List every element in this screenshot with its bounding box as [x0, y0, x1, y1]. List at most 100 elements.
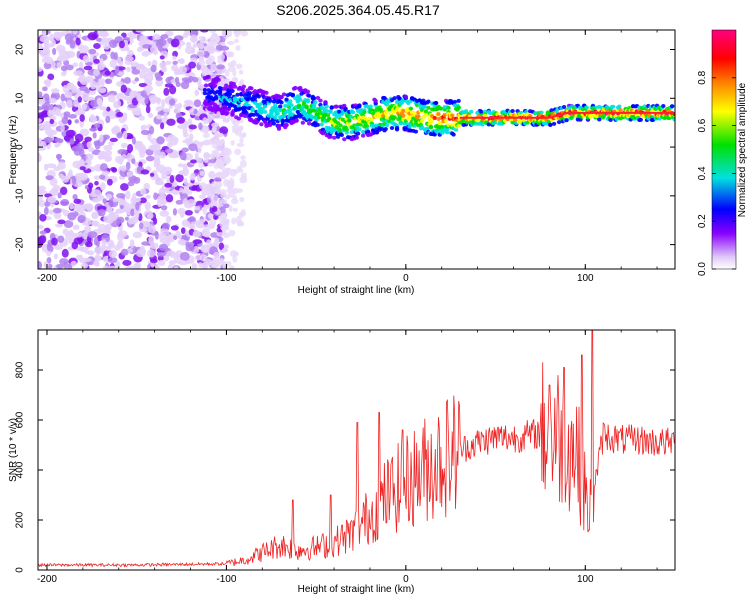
heat-ridge-cell	[305, 89, 311, 94]
heat-noise-blob	[121, 154, 127, 160]
heat-ridge-cell	[384, 115, 390, 120]
y-tick-label: 20	[15, 44, 26, 56]
heat-noise-blob	[208, 170, 216, 179]
heat-noise-blob	[73, 98, 79, 108]
heat-noise-blob	[142, 39, 152, 45]
heat-noise-blob	[144, 96, 149, 105]
heat-noise-blob	[83, 65, 93, 71]
heat-noise-blob	[45, 175, 54, 181]
heat-noise-blob	[179, 151, 187, 161]
heat-noise-blob	[137, 165, 142, 172]
heat-noise-blob	[107, 94, 116, 103]
heat-noise-blob	[77, 96, 83, 103]
heat-noise-blob	[133, 177, 141, 184]
heat-noise-blob	[74, 119, 80, 124]
heat-noise-blob	[160, 122, 165, 130]
heat-noise-blob	[109, 59, 117, 68]
heat-noise-blob	[38, 261, 43, 269]
heat-ridge-cell	[306, 93, 312, 98]
heat-noise-blob	[231, 128, 239, 133]
colorbar-gradient	[711, 29, 737, 270]
heat-noise-blob	[66, 99, 73, 109]
heat-ridge-cell	[225, 110, 230, 115]
heat-noise-blob	[107, 257, 118, 264]
heat-ridge-cell	[453, 127, 459, 132]
heat-ridge-cell	[424, 126, 430, 131]
heat-noise-blob	[75, 37, 81, 46]
heat-ridge-cell	[279, 95, 284, 100]
heat-noise-blob	[149, 44, 158, 54]
heat-noise-blob	[232, 207, 238, 212]
heat-noise-blob	[166, 118, 176, 126]
heat-noise-blob	[104, 223, 113, 231]
heat-ridge-cell	[227, 98, 233, 103]
heat-noise-blob	[161, 230, 170, 236]
heat-ridge-cell	[401, 108, 406, 113]
heat-noise-blob	[140, 169, 150, 175]
heat-noise-blob	[224, 69, 230, 77]
heat-ridge-cell	[240, 87, 245, 92]
heat-ridge-cell	[241, 84, 247, 89]
heat-noise-blob	[235, 216, 242, 225]
heat-noise-blob	[160, 34, 169, 40]
heat-noise-blob	[59, 258, 69, 265]
heat-ridge-cell	[476, 118, 481, 123]
heat-noise-blob	[72, 62, 79, 68]
heat-ridge-cell	[406, 116, 411, 121]
heat-noise-blob	[160, 99, 166, 108]
heat-noise-blob	[239, 196, 245, 203]
heat-noise-blob	[136, 63, 145, 69]
heat-ridge-cell	[256, 94, 262, 99]
heat-noise-blob	[73, 198, 82, 204]
heat-ridge-cell	[546, 111, 552, 116]
heat-noise-blob	[72, 193, 78, 200]
heat-noise-blob	[80, 262, 89, 269]
heat-noise-blob	[110, 51, 115, 60]
heat-ridge-cell	[235, 92, 240, 97]
heat-noise-blob	[178, 66, 183, 75]
heat-ridge-cell	[332, 135, 337, 140]
heat-ridge-cell	[451, 132, 456, 137]
snr-frame	[37, 329, 676, 571]
heat-noise-blob	[70, 260, 77, 267]
heat-noise-blob	[47, 195, 57, 204]
heat-noise-blob	[211, 205, 218, 213]
heat-noise-blob	[69, 40, 76, 49]
heat-noise-blob	[139, 70, 147, 79]
heat-noise-blob	[141, 50, 150, 57]
heat-noise-blob	[226, 167, 232, 174]
heat-noise-blob	[203, 230, 211, 238]
heat-noise-blob	[236, 142, 245, 148]
heat-noise-blob	[223, 203, 230, 209]
heat-noise-blob	[129, 239, 135, 249]
heat-noise-blob	[57, 235, 65, 243]
heat-noise-blob	[149, 125, 155, 135]
heat-noise-blob	[67, 119, 72, 126]
heat-noise-blob	[198, 163, 205, 168]
heat-noise-blob	[228, 229, 236, 237]
heat-noise-blob	[62, 85, 68, 93]
heat-noise-blob	[213, 177, 222, 183]
heat-ridge-cell	[212, 83, 218, 88]
heat-noise-blob	[216, 64, 225, 70]
heat-noise-blob	[64, 33, 74, 42]
heat-noise-blob	[202, 117, 208, 125]
heat-ridge-cell	[224, 83, 229, 88]
heat-noise-blob	[59, 31, 66, 37]
heat-noise-blob	[167, 264, 173, 269]
heat-noise-blob	[116, 240, 124, 249]
heat-ridge-cell	[293, 85, 298, 90]
heat-noise-blob	[131, 158, 136, 165]
heat-noise-blob	[98, 223, 107, 233]
heat-noise-blob	[228, 204, 233, 213]
heat-noise-blob	[60, 71, 67, 77]
heat-noise-blob	[130, 91, 139, 96]
heat-noise-blob	[57, 219, 66, 225]
heat-noise-blob	[206, 190, 213, 198]
heat-ridge-cell	[280, 118, 285, 123]
heat-ridge-cell	[230, 89, 235, 94]
heat-noise-blob	[226, 40, 235, 46]
heat-noise-blob	[122, 130, 128, 140]
heat-noise-blob	[140, 129, 150, 136]
heat-ridge-cell	[443, 118, 449, 123]
